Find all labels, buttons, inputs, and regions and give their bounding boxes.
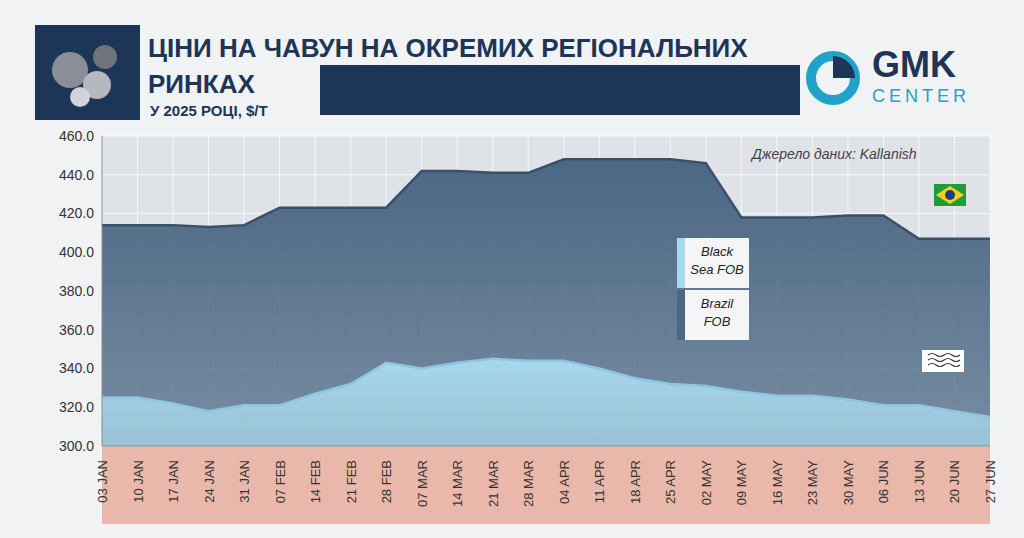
- svg-text:24 JAN: 24 JAN: [202, 460, 217, 503]
- svg-text:11 APR: 11 APR: [592, 460, 607, 503]
- html-text:GMK: GMK: [872, 44, 956, 85]
- svg-text:20 JUN: 20 JUN: [947, 460, 962, 503]
- svg-text:06 JUN: 06 JUN: [876, 460, 891, 503]
- svg-text:28 FEB: 28 FEB: [379, 460, 394, 503]
- html-text:Black Sea FOB: Black Sea FOB: [690, 244, 744, 277]
- svg-text:25 APR: 25 APR: [663, 460, 678, 504]
- html-text:Brazil FOB: Brazil FOB: [700, 296, 734, 329]
- svg-text:04 APR: 04 APR: [557, 460, 572, 504]
- svg-text:360.0: 360.0: [59, 322, 94, 338]
- svg-text:02 MAY: 02 MAY: [699, 460, 714, 506]
- svg-text:09 MAY: 09 MAY: [734, 460, 749, 506]
- svg-text:14 MAR: 14 MAR: [450, 460, 465, 507]
- svg-text:07 FEB: 07 FEB: [273, 460, 288, 503]
- svg-text:460.0: 460.0: [59, 128, 94, 144]
- svg-text:13 JUN: 13 JUN: [912, 460, 927, 503]
- svg-text:18 APR: 18 APR: [628, 460, 643, 504]
- svg-text:16 MAY: 16 MAY: [770, 460, 785, 506]
- svg-text:21 MAR: 21 MAR: [486, 460, 501, 507]
- svg-text:320.0: 320.0: [59, 399, 94, 415]
- svg-text:31 JAN: 31 JAN: [237, 460, 252, 503]
- svg-text:03 JAN: 03 JAN: [95, 460, 110, 503]
- svg-text:300.0: 300.0: [59, 438, 94, 454]
- svg-text:21 FEB: 21 FEB: [344, 460, 359, 503]
- svg-text:17 JAN: 17 JAN: [166, 460, 181, 503]
- html-text:У 2025 РОЦІ, $/Т: У 2025 РОЦІ, $/Т: [150, 102, 268, 119]
- svg-text:30 MAY: 30 MAY: [841, 460, 856, 506]
- svg-text:400.0: 400.0: [59, 244, 94, 260]
- svg-text:10 JAN: 10 JAN: [131, 460, 146, 503]
- svg-text:27 JUN: 27 JUN: [983, 460, 998, 503]
- svg-text:23 MAY: 23 MAY: [805, 460, 820, 506]
- svg-text:420.0: 420.0: [59, 205, 94, 221]
- svg-text:340.0: 340.0: [59, 360, 94, 376]
- svg-text:07 MAR: 07 MAR: [415, 460, 430, 507]
- svg-text:440.0: 440.0: [59, 167, 94, 183]
- svg-text:28 MAR: 28 MAR: [521, 460, 536, 507]
- svg-text:380.0: 380.0: [59, 283, 94, 299]
- html-text:Джерело даних: Kallanish: Джерело даних: Kallanish: [752, 146, 917, 162]
- svg-text:14 FEB: 14 FEB: [308, 460, 323, 503]
- html-text:CENTER: CENTER: [872, 86, 970, 106]
- html-text:ЦІНИ НА ЧАВУН НА ОКРЕМИХ РЕГІО: ЦІНИ НА ЧАВУН НА ОКРЕМИХ РЕГІОНАЛЬНИХ РИ…: [148, 33, 748, 99]
